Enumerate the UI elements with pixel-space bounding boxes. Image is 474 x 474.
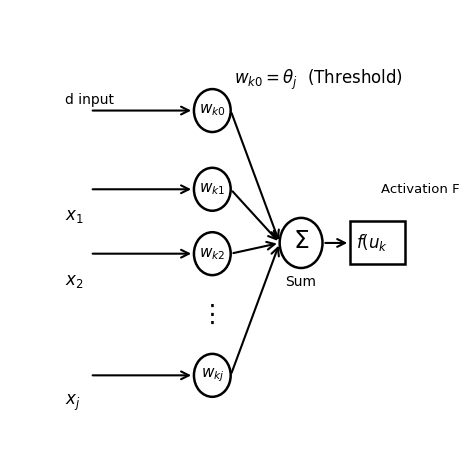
Text: d input: d input (65, 92, 114, 107)
Text: $x_1$: $x_1$ (65, 207, 84, 225)
Circle shape (194, 354, 231, 397)
Circle shape (194, 89, 231, 132)
Text: ⋮: ⋮ (200, 302, 225, 327)
Text: $x_j$: $x_j$ (65, 393, 81, 413)
Text: $\Sigma$: $\Sigma$ (293, 229, 309, 253)
Text: Activation F: Activation F (381, 183, 459, 196)
FancyBboxPatch shape (350, 221, 405, 264)
Text: $w_{k2}$: $w_{k2}$ (199, 246, 226, 262)
Circle shape (194, 232, 231, 275)
Circle shape (194, 168, 231, 211)
Text: $w_{k0}$: $w_{k0}$ (199, 103, 226, 118)
Text: $w_{k1}$: $w_{k1}$ (199, 182, 226, 197)
Circle shape (280, 218, 322, 268)
Text: $w_{kj}$: $w_{kj}$ (201, 366, 224, 384)
Text: Sum: Sum (286, 275, 317, 289)
Text: $x_2$: $x_2$ (65, 272, 84, 290)
Text: $w_{k0} = \theta_j$  (Threshold): $w_{k0} = \theta_j$ (Threshold) (234, 68, 403, 92)
Text: $f(u_k$: $f(u_k$ (356, 232, 388, 254)
